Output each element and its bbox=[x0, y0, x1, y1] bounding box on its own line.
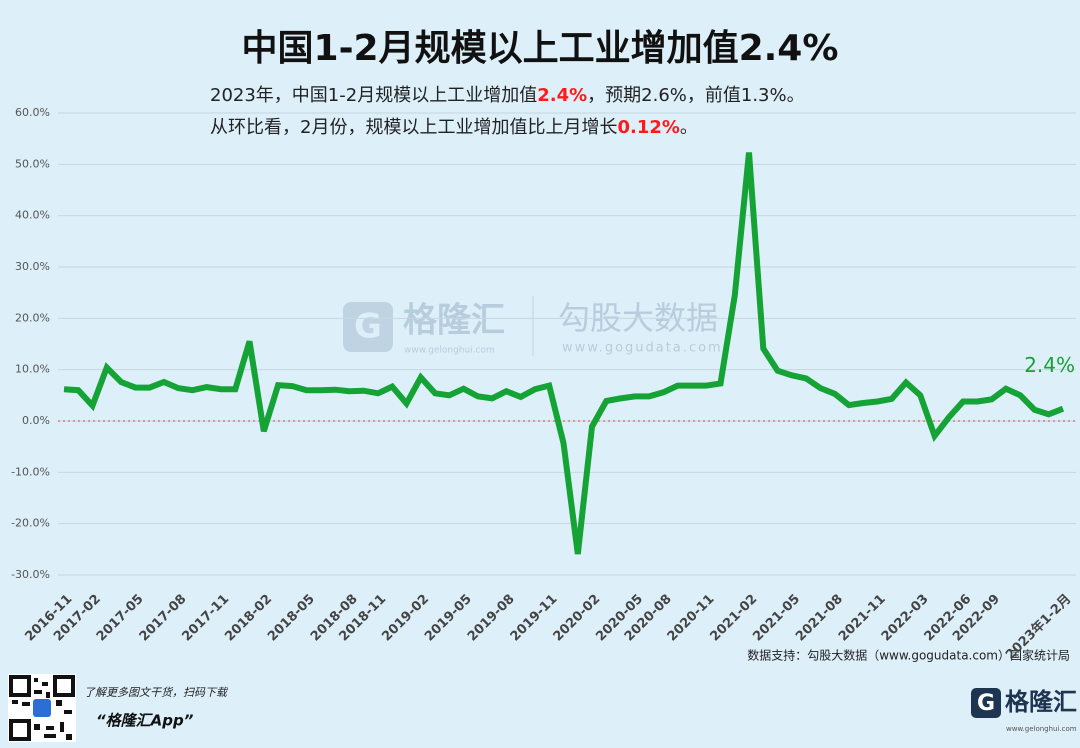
data-line bbox=[63, 152, 1065, 555]
footer-logo-letter: G bbox=[977, 691, 995, 716]
qr-code bbox=[8, 674, 76, 742]
qr-finder bbox=[9, 675, 31, 697]
chart-title: 中国1-2月规模以上工业增加值2.4% bbox=[242, 28, 839, 69]
watermark-brand-url: www.gelonghui.com bbox=[404, 346, 495, 356]
y-tick-label: -30.0% bbox=[11, 568, 50, 581]
watermark-icon bbox=[343, 302, 393, 352]
y-tick-label: 20.0% bbox=[15, 311, 50, 324]
end-label: 2.4% bbox=[1024, 353, 1075, 377]
qr-logo bbox=[33, 699, 51, 717]
y-tick-label: -10.0% bbox=[11, 465, 50, 478]
footer-app: “格隆汇App” bbox=[96, 712, 194, 730]
subtitle-text: 从环比看，2月份，规模以上工业增加值比上月增长 bbox=[210, 117, 617, 138]
qr-finder bbox=[9, 719, 31, 741]
subtitle-text: 2023年，中国1-2月规模以上工业增加值 bbox=[210, 85, 537, 106]
subtitle-text: ，预期2.6%，前值1.3%。 bbox=[587, 85, 804, 106]
subtitle-text: 。 bbox=[680, 117, 698, 138]
footer-logo-url: www.gelonghui.com bbox=[1006, 725, 1077, 733]
y-tick-label: 50.0% bbox=[15, 157, 50, 170]
watermark: G 格隆汇 www.gelonghui.com 勾股大数据 www.goguda… bbox=[343, 296, 723, 356]
y-tick-label: 40.0% bbox=[15, 209, 50, 222]
footer-promo: 了解更多图文干货，扫码下载 bbox=[84, 686, 229, 699]
watermark-brand: 格隆汇 bbox=[403, 301, 505, 341]
subtitle-highlight: 0.12% bbox=[617, 117, 679, 138]
y-tick-label: 10.0% bbox=[15, 363, 50, 376]
y-tick-label: 30.0% bbox=[15, 260, 50, 273]
y-tick-label: 0.0% bbox=[22, 414, 50, 427]
qr-modules bbox=[12, 678, 72, 740]
y-tick-label: -20.0% bbox=[11, 517, 50, 530]
subtitle: 从环比看，2月份，规模以上工业增加值比上月增长0.12%。 bbox=[210, 117, 698, 138]
footer-logo: 格隆汇 bbox=[1005, 688, 1077, 716]
qr-finder bbox=[53, 675, 75, 697]
source-note: 数据支持：勾股大数据（www.gogudata.com）国家统计局 bbox=[747, 648, 1070, 663]
footer-logo-icon bbox=[971, 688, 1001, 718]
subtitle: 2023年，中国1-2月规模以上工业增加值2.4%，预期2.6%，前值1.3%。 bbox=[210, 85, 805, 106]
subtitle-highlight: 2.4% bbox=[537, 85, 587, 106]
y-tick-label: 60.0% bbox=[15, 106, 50, 119]
watermark-partner-url: www.gogudata.com bbox=[562, 341, 723, 356]
watermark-icon-letter: G bbox=[354, 307, 382, 347]
